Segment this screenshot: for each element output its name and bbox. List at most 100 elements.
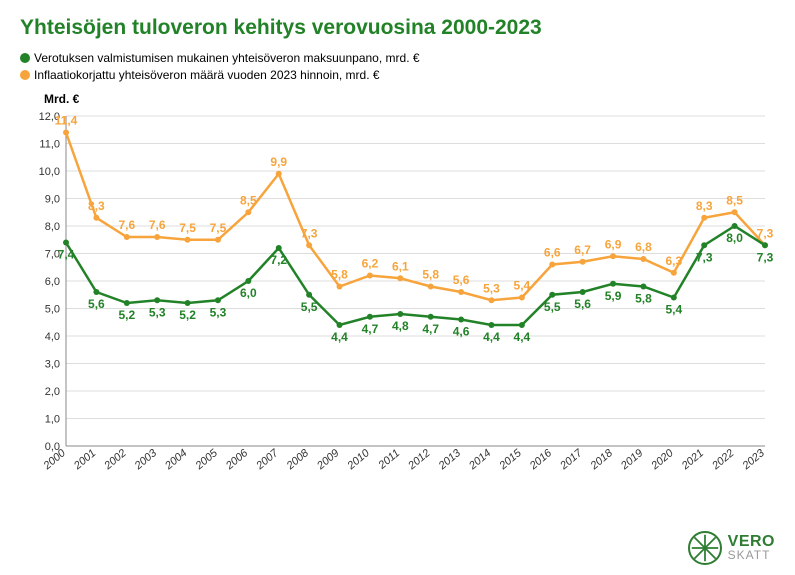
data-label: 11,4 xyxy=(55,113,78,127)
data-label: 5,3 xyxy=(483,281,500,295)
data-point xyxy=(397,275,403,281)
data-point xyxy=(93,289,99,295)
data-point xyxy=(732,223,738,229)
data-point xyxy=(185,300,191,306)
line-chart: 0,01,02,03,04,05,06,07,08,09,010,011,012… xyxy=(20,106,775,506)
data-point xyxy=(519,322,525,328)
data-label: 6,2 xyxy=(362,256,379,270)
x-tick-label: 2002 xyxy=(101,447,128,473)
x-tick-label: 2008 xyxy=(284,446,312,472)
data-label: 4,8 xyxy=(392,319,409,333)
y-tick-label: 11,0 xyxy=(39,138,60,150)
data-point xyxy=(671,294,677,300)
x-tick-label: 2020 xyxy=(649,446,677,472)
y-tick-label: 1,0 xyxy=(45,413,60,425)
x-tick-label: 2006 xyxy=(223,446,251,472)
data-point xyxy=(458,316,464,322)
data-point xyxy=(215,297,221,303)
data-point xyxy=(610,280,616,286)
data-point xyxy=(519,294,525,300)
vero-logo-icon xyxy=(688,531,722,565)
data-label: 5,3 xyxy=(149,305,166,319)
data-point xyxy=(671,269,677,275)
x-tick-label: 2005 xyxy=(193,446,221,472)
data-label: 8,5 xyxy=(726,193,743,207)
data-point xyxy=(580,289,586,295)
data-point xyxy=(63,239,69,245)
data-label: 5,4 xyxy=(665,302,682,316)
data-label: 5,8 xyxy=(422,267,439,281)
data-label: 6,8 xyxy=(635,240,652,254)
data-label: 4,7 xyxy=(362,321,379,335)
data-label: 8,0 xyxy=(726,231,743,245)
data-label: 7,5 xyxy=(210,220,227,234)
data-point xyxy=(488,322,494,328)
data-label: 7,2 xyxy=(270,253,287,267)
logo-text-skatt: SKATT xyxy=(728,550,775,561)
data-point xyxy=(549,291,555,297)
data-label: 6,9 xyxy=(605,237,622,251)
data-label: 5,5 xyxy=(301,299,318,313)
x-tick-label: 2001 xyxy=(71,447,98,473)
data-point xyxy=(428,283,434,289)
x-tick-label: 2009 xyxy=(314,447,341,473)
data-label: 4,4 xyxy=(331,330,348,344)
data-point xyxy=(488,297,494,303)
data-point xyxy=(306,291,312,297)
data-point xyxy=(337,283,343,289)
data-label: 7,3 xyxy=(757,250,774,264)
data-label: 5,6 xyxy=(453,273,470,287)
y-tick-label: 10,0 xyxy=(39,166,60,178)
data-label: 5,4 xyxy=(514,278,531,292)
data-label: 9,9 xyxy=(270,154,287,168)
data-label: 5,8 xyxy=(635,291,652,305)
data-point xyxy=(124,234,130,240)
data-point xyxy=(367,272,373,278)
x-tick-label: 2014 xyxy=(466,447,493,473)
y-axis-title: Mrd. € xyxy=(44,92,775,106)
chart-area: 0,01,02,03,04,05,06,07,08,09,010,011,012… xyxy=(20,106,775,506)
legend-item-series1: Verotuksen valmistumisen mukainen yhteis… xyxy=(20,50,775,67)
data-point xyxy=(245,209,251,215)
data-point xyxy=(640,283,646,289)
data-label: 7,3 xyxy=(301,226,318,240)
data-point xyxy=(701,214,707,220)
y-tick-label: 4,0 xyxy=(45,331,60,343)
data-point xyxy=(640,256,646,262)
x-tick-label: 2013 xyxy=(436,446,464,472)
data-label: 4,4 xyxy=(514,330,531,344)
legend-label-series2: Inflaatiokorjattu yhteisöveron määrä vuo… xyxy=(34,67,380,84)
x-tick-label: 2015 xyxy=(497,446,525,472)
data-label: 7,5 xyxy=(179,220,196,234)
data-point xyxy=(306,242,312,248)
data-label: 7,3 xyxy=(696,250,713,264)
data-label: 5,2 xyxy=(118,308,135,322)
y-tick-label: 2,0 xyxy=(45,386,60,398)
data-point xyxy=(245,278,251,284)
data-point xyxy=(337,322,343,328)
data-label: 7,3 xyxy=(757,226,774,240)
x-tick-label: 2021 xyxy=(679,447,706,473)
data-label: 8,3 xyxy=(696,198,713,212)
series-line xyxy=(66,132,765,300)
legend-dot-series2 xyxy=(20,70,30,80)
data-label: 5,6 xyxy=(88,297,105,311)
data-label: 4,7 xyxy=(422,321,439,335)
data-point xyxy=(458,289,464,295)
y-tick-label: 5,0 xyxy=(45,303,60,315)
data-label: 6,6 xyxy=(544,245,561,259)
x-tick-label: 2019 xyxy=(618,447,645,473)
data-label: 6,7 xyxy=(574,242,591,256)
legend-label-series1: Verotuksen valmistumisen mukainen yhteis… xyxy=(34,50,420,67)
data-label: 5,9 xyxy=(605,288,622,302)
data-point xyxy=(185,236,191,242)
data-point xyxy=(154,234,160,240)
data-point xyxy=(732,209,738,215)
x-tick-label: 2004 xyxy=(162,447,189,473)
legend-dot-series1 xyxy=(20,53,30,63)
data-label: 4,6 xyxy=(453,324,470,338)
chart-title: Yhteisöjen tuloveron kehitys verovuosina… xyxy=(20,16,775,40)
vero-logo: VERO SKATT xyxy=(688,531,775,565)
y-tick-label: 6,0 xyxy=(45,276,60,288)
data-label: 6,1 xyxy=(392,259,409,273)
